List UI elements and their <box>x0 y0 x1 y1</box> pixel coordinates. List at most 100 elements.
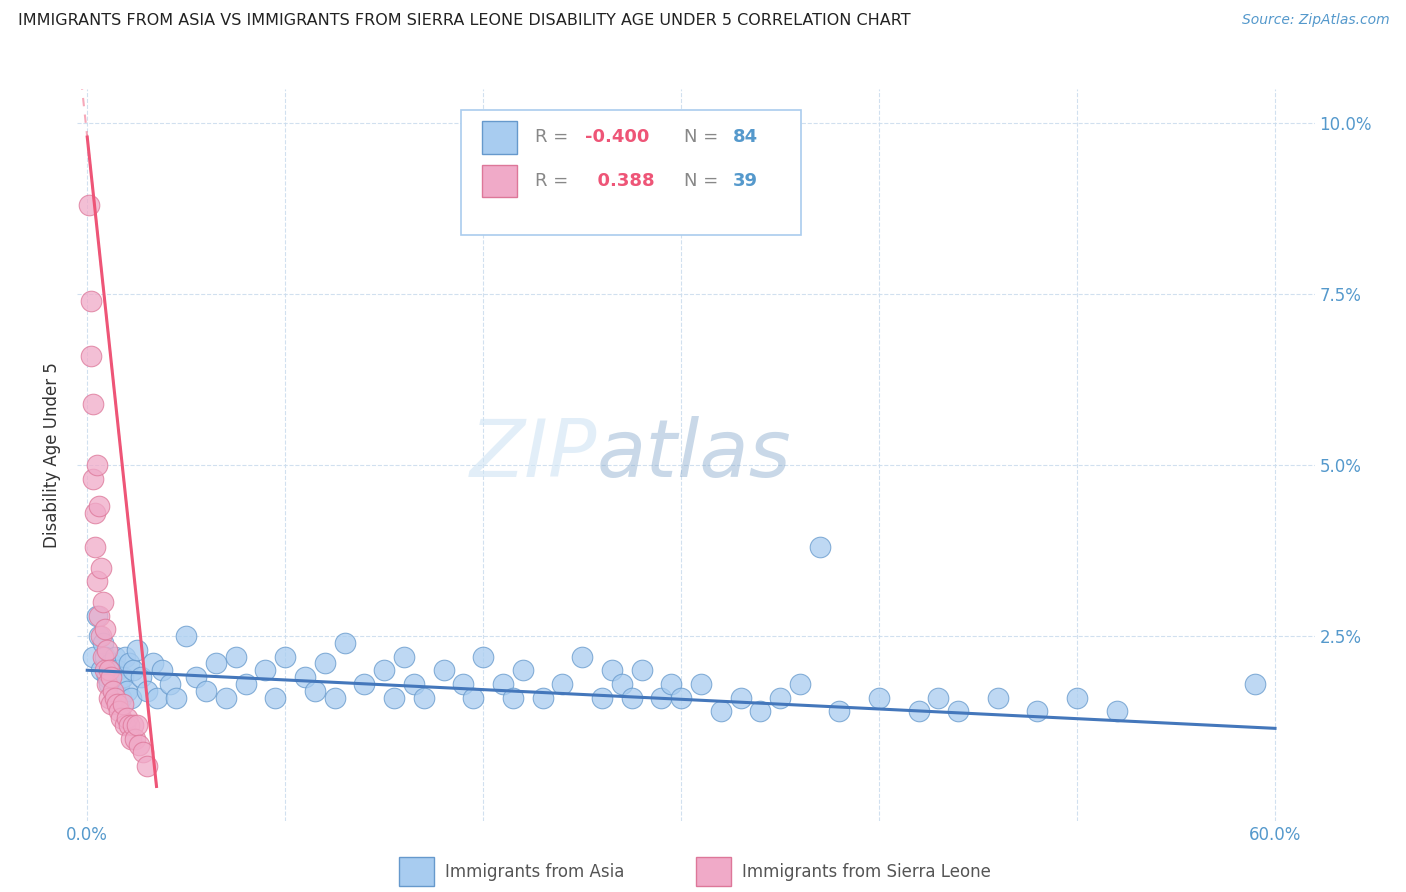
Point <box>353 677 375 691</box>
Point <box>98 677 121 691</box>
Point <box>868 690 890 705</box>
Point <box>1026 704 1049 718</box>
Point <box>128 739 150 753</box>
Point <box>152 663 174 677</box>
Text: atlas: atlas <box>598 416 792 494</box>
Point <box>314 657 336 671</box>
Point <box>120 731 142 746</box>
Point <box>110 690 132 705</box>
Point <box>373 663 395 677</box>
Point <box>125 718 148 732</box>
Point <box>114 649 136 664</box>
FancyBboxPatch shape <box>461 110 801 235</box>
Point <box>502 690 524 705</box>
Point <box>472 649 495 664</box>
Point <box>80 294 103 309</box>
Point <box>690 677 713 691</box>
Point <box>80 349 103 363</box>
Point <box>205 657 228 671</box>
Point <box>749 704 772 718</box>
Point <box>551 677 574 691</box>
Point <box>82 649 104 664</box>
Point <box>101 683 124 698</box>
Text: ZIP: ZIP <box>470 416 598 494</box>
Point <box>96 677 118 691</box>
Text: Immigrants from Asia: Immigrants from Asia <box>444 863 624 880</box>
Point <box>828 704 851 718</box>
Point <box>90 560 112 574</box>
Point <box>402 677 425 691</box>
Point <box>118 718 141 732</box>
Point <box>659 677 682 691</box>
Point <box>492 677 515 691</box>
Point <box>392 649 415 664</box>
Point <box>87 499 110 513</box>
Point <box>98 663 121 677</box>
Point <box>274 649 297 664</box>
FancyBboxPatch shape <box>399 857 433 887</box>
Point <box>105 698 128 712</box>
Point <box>105 663 128 677</box>
Point <box>96 670 118 684</box>
Point <box>86 574 108 589</box>
Point <box>94 663 117 677</box>
Point <box>115 683 138 698</box>
Point <box>808 540 831 554</box>
Point <box>86 458 108 472</box>
Point <box>789 677 811 691</box>
Point <box>84 506 107 520</box>
Point <box>135 683 157 698</box>
Point <box>512 663 534 677</box>
Point <box>382 690 405 705</box>
Point <box>77 198 100 212</box>
Point <box>235 677 257 691</box>
Point <box>463 690 485 705</box>
Point <box>94 622 117 636</box>
Point <box>159 677 181 691</box>
Point <box>1066 690 1088 705</box>
Point <box>412 690 434 705</box>
Point <box>87 608 110 623</box>
FancyBboxPatch shape <box>696 857 731 887</box>
Point <box>91 595 114 609</box>
Text: R =: R = <box>536 172 574 190</box>
Text: 0.388: 0.388 <box>585 172 654 190</box>
Point <box>114 718 136 732</box>
Text: N =: N = <box>683 172 724 190</box>
Point <box>91 649 114 664</box>
Point <box>710 704 733 718</box>
Point <box>264 690 287 705</box>
Text: IMMIGRANTS FROM ASIA VS IMMIGRANTS FROM SIERRA LEONE DISABILITY AGE UNDER 5 CORR: IMMIGRANTS FROM ASIA VS IMMIGRANTS FROM … <box>18 13 911 29</box>
Point <box>90 663 112 677</box>
Point <box>118 657 141 671</box>
Point <box>323 690 346 705</box>
Point <box>630 663 652 677</box>
Point <box>432 663 454 677</box>
Point <box>121 718 143 732</box>
Text: N =: N = <box>683 128 724 146</box>
Point <box>669 690 692 705</box>
Point <box>129 670 152 684</box>
Point <box>600 663 623 677</box>
Point <box>121 663 143 677</box>
FancyBboxPatch shape <box>482 164 516 197</box>
Point <box>453 677 475 691</box>
Point <box>927 690 949 705</box>
Point <box>591 690 613 705</box>
Point <box>101 683 124 698</box>
Point <box>82 397 104 411</box>
Point <box>225 649 247 664</box>
Point <box>184 670 207 684</box>
Y-axis label: Disability Age Under 5: Disability Age Under 5 <box>44 362 62 548</box>
Point <box>111 698 134 712</box>
FancyBboxPatch shape <box>482 120 516 153</box>
Point <box>1105 704 1128 718</box>
Point <box>333 636 356 650</box>
Text: 84: 84 <box>733 128 758 146</box>
Point <box>108 704 131 718</box>
Point <box>174 629 197 643</box>
Point <box>987 690 1010 705</box>
Point <box>124 731 146 746</box>
Text: 39: 39 <box>733 172 758 190</box>
Point <box>100 657 122 671</box>
